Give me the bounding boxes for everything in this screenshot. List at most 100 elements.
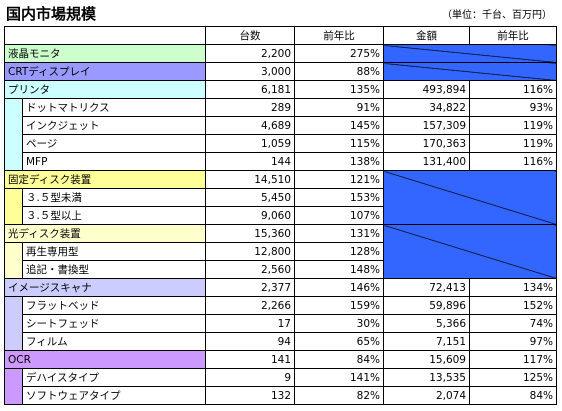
header-row: 台数 前年比 金額 前年比 [4, 26, 557, 45]
units: 289 [205, 98, 295, 117]
units-yoy: 91% [294, 98, 384, 117]
units-yoy: 138% [294, 152, 384, 171]
amount: 170,363 [383, 134, 470, 153]
indent [4, 386, 23, 405]
amount-yoy: 97% [469, 332, 557, 351]
amount: 2,074 [383, 386, 470, 405]
amount-yoy: 74% [469, 314, 557, 333]
amount-yoy: 93% [469, 98, 557, 117]
group-label: イメージスキャナ [4, 278, 206, 297]
indent [4, 188, 23, 207]
units-yoy: 84% [294, 350, 384, 369]
item-label: ページ [22, 134, 206, 153]
market-table: 台数 前年比 金額 前年比 液晶モニタ 2,200 275% CRTディスプレイ 3,000 88… [4, 26, 557, 405]
group-label: 固定ディスク装置 [4, 170, 206, 189]
units-yoy: 148% [294, 260, 384, 279]
amount: 72,413 [383, 278, 470, 297]
amount: 7,151 [383, 332, 470, 351]
group-row: プリンタ 6,181 135% 493,894 116% [4, 80, 557, 99]
units-yoy: 275% [294, 44, 384, 63]
units-yoy: 135% [294, 80, 384, 99]
column-header: 前年比 [469, 26, 557, 45]
units: 94 [205, 332, 295, 351]
not-applicable [383, 224, 557, 279]
item-label: インクジェット [22, 116, 206, 135]
amount: 157,309 [383, 116, 470, 135]
item-row: ３.５型以上 9,060 107% [4, 206, 557, 225]
amount: 34,822 [383, 98, 470, 117]
item-row: MFP 144 138% 131,400 116% [4, 152, 557, 171]
units-yoy: 131% [294, 224, 384, 243]
units-yoy: 107% [294, 206, 384, 225]
item-label: 再生専用型 [22, 242, 206, 261]
indent [4, 152, 23, 171]
amount-yoy: 152% [469, 296, 557, 315]
amount-yoy: 84% [469, 386, 557, 405]
item-label: デハイスタイプ [22, 368, 206, 387]
units-yoy: 30% [294, 314, 384, 333]
units: 12,800 [205, 242, 295, 261]
amount-yoy: 119% [469, 116, 557, 135]
units: 9,060 [205, 206, 295, 225]
item-label: ドットマトリクス [22, 98, 206, 117]
indent [4, 332, 23, 351]
item-row: ドットマトリクス 289 91% 34,822 93% [4, 98, 557, 117]
units: 3,000 [205, 62, 295, 81]
units-yoy: 128% [294, 242, 384, 261]
indent [4, 242, 23, 261]
units: 1,059 [205, 134, 295, 153]
item-row: フラットベッド 2,266 159% 59,896 152% [4, 296, 557, 315]
group-row: 固定ディスク装置 14,510 121% [4, 170, 557, 225]
indent [4, 116, 23, 135]
indent [4, 260, 23, 279]
indent [4, 206, 23, 225]
units-yoy: 145% [294, 116, 384, 135]
units: 144 [205, 152, 295, 171]
item-row: インクジェット 4,689 145% 157,309 119% [4, 116, 557, 135]
amount: 131,400 [383, 152, 470, 171]
units-yoy: 146% [294, 278, 384, 297]
units-yoy: 115% [294, 134, 384, 153]
units-yoy: 153% [294, 188, 384, 207]
units-yoy: 121% [294, 170, 384, 189]
group-row: OCR 141 84% 15,609 117% [4, 350, 557, 369]
item-row: シートフェッド 17 30% 5,366 74% [4, 314, 557, 333]
amount-yoy: 116% [469, 80, 557, 99]
units: 4,689 [205, 116, 295, 135]
amount-yoy: 125% [469, 368, 557, 387]
units: 2,200 [205, 44, 295, 63]
amount: 5,366 [383, 314, 470, 333]
units: 2,266 [205, 296, 295, 315]
units: 6,181 [205, 80, 295, 99]
item-label: 追記・書換型 [22, 260, 206, 279]
units: 14,510 [205, 170, 295, 189]
not-applicable [383, 44, 557, 63]
units: 9 [205, 368, 295, 387]
amount-yoy: 116% [469, 152, 557, 171]
corner-cell [4, 26, 206, 45]
amount-yoy: 134% [469, 278, 557, 297]
column-header: 台数 [205, 26, 295, 45]
column-header: 前年比 [294, 26, 384, 45]
amount-yoy: 117% [469, 350, 557, 369]
units: 17 [205, 314, 295, 333]
indent [4, 98, 23, 117]
item-label: シートフェッド [22, 314, 206, 333]
not-applicable [383, 62, 557, 81]
group-row: 光ディスク装置 15,360 131% [4, 224, 557, 279]
item-label: ３.５型未満 [22, 188, 206, 207]
units: 15,360 [205, 224, 295, 243]
amount: 493,894 [383, 80, 470, 99]
item-row: ソフトウェアタイプ 132 82% 2,074 84% [4, 386, 557, 405]
group-label: OCR [4, 350, 206, 369]
units-yoy: 82% [294, 386, 384, 405]
units: 5,450 [205, 188, 295, 207]
amount: 15,609 [383, 350, 470, 369]
amount-yoy: 119% [469, 134, 557, 153]
item-row: ページ 1,059 115% 170,363 119% [4, 134, 557, 153]
indent [4, 296, 23, 315]
item-label: MFP [22, 152, 206, 171]
units-yoy: 88% [294, 62, 384, 81]
units-yoy: 141% [294, 368, 384, 387]
title: 国内市場規模 [6, 5, 97, 23]
